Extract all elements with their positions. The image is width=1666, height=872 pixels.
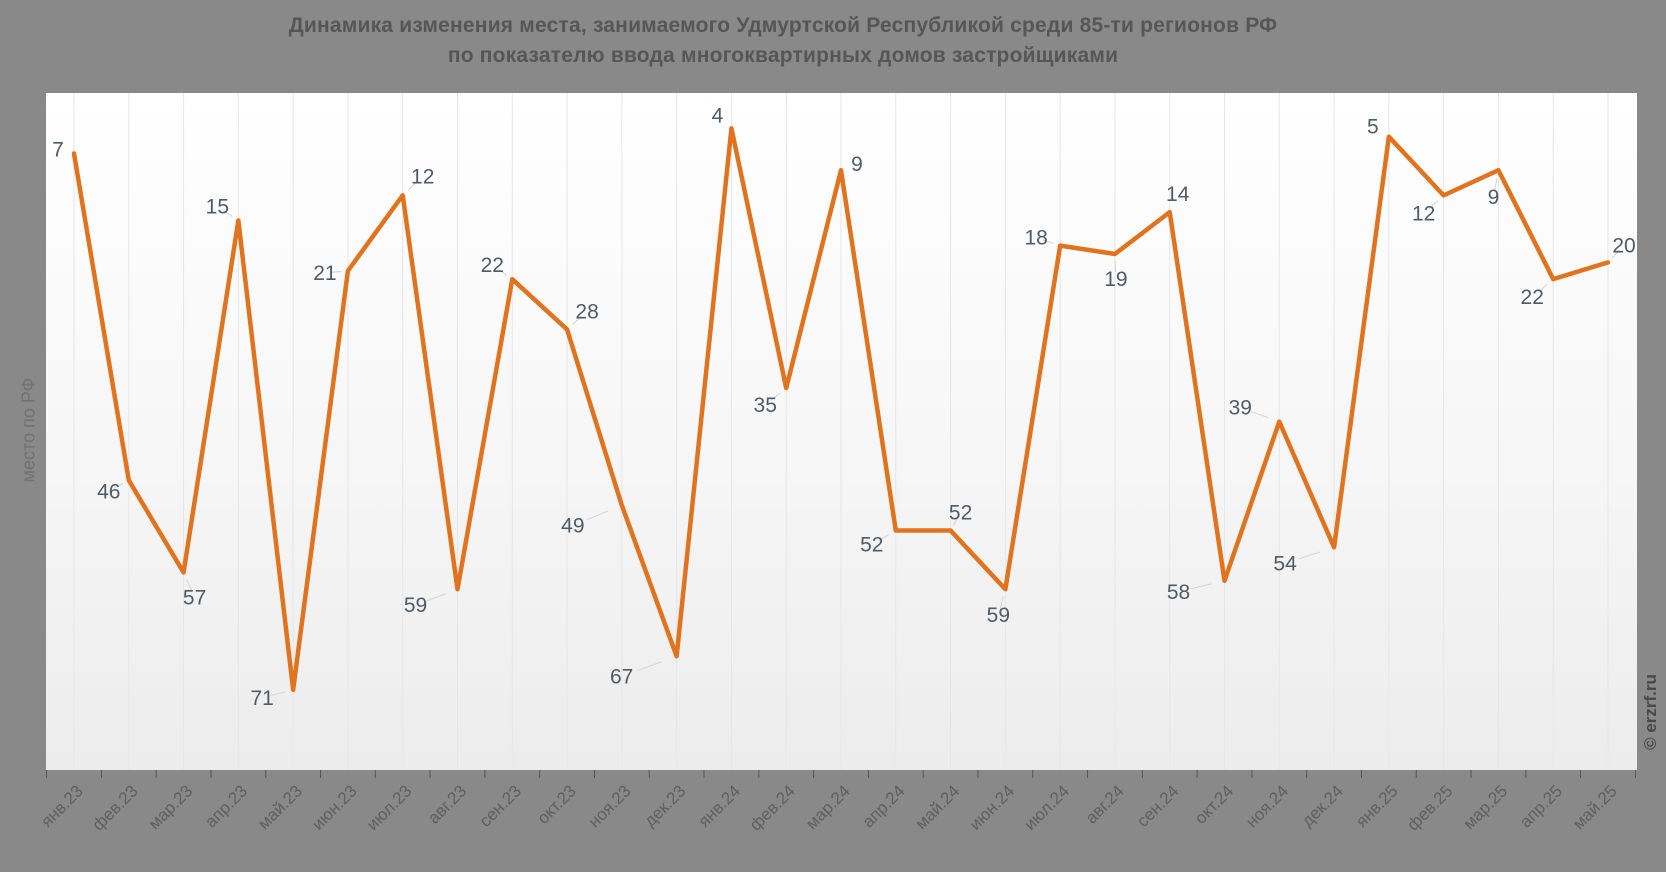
data-point-label: 57 <box>183 586 206 609</box>
x-axis-label: авг.24 <box>1082 781 1128 827</box>
x-axis-label: окт.23 <box>533 781 579 827</box>
data-point-label: 21 <box>313 262 336 285</box>
data-point-label: 71 <box>250 687 273 710</box>
gridlines <box>73 93 1609 770</box>
x-axis-label: апр.24 <box>859 781 909 831</box>
x-axis-label: окт.24 <box>1191 781 1237 827</box>
x-axis-label: фев.23 <box>89 781 142 834</box>
data-point-label: 59 <box>404 594 427 617</box>
label-leader-line <box>636 661 662 672</box>
data-point-label: 22 <box>481 254 504 277</box>
x-axis-label: янв.23 <box>37 781 87 831</box>
data-point-label: 46 <box>97 480 120 503</box>
x-axis-label: июл.23 <box>363 781 416 834</box>
plot-area <box>46 93 1637 770</box>
x-axis-label: янв.24 <box>695 781 745 831</box>
label-leader-line <box>878 534 890 542</box>
x-axis-label: июн.23 <box>308 781 361 834</box>
chart-title-line2: по показателю ввода многоквартирных домо… <box>447 44 1119 67</box>
label-leader-line <box>1298 551 1321 560</box>
x-axis-label: май.23 <box>254 781 306 833</box>
data-point-label: 9 <box>851 153 863 176</box>
data-point-label: 5 <box>1367 116 1379 139</box>
label-leader-line <box>222 210 233 217</box>
x-axis-label: дек.23 <box>640 781 689 830</box>
x-axis-label: ноя.24 <box>1242 781 1292 831</box>
label-leader-line <box>1537 283 1548 293</box>
data-point-label: 19 <box>1104 268 1127 291</box>
label-leader-line <box>770 392 781 401</box>
x-axis-label: мар.23 <box>145 781 197 833</box>
label-leader-line <box>1494 177 1498 190</box>
data-point-label: 59 <box>987 604 1010 627</box>
x-axis-labels: янв.23 фев.23 мар.23 апр.23 май.23 июн.23 июл.… <box>37 781 1621 834</box>
x-axis-label: дек.24 <box>1298 781 1347 830</box>
x-axis-label: апр.25 <box>1516 781 1566 831</box>
x-axis-label: мар.24 <box>802 781 854 833</box>
data-point-label: 35 <box>754 394 777 417</box>
data-point-label: 58 <box>1167 581 1190 604</box>
label-leader-line <box>186 579 192 591</box>
label-leader-line <box>1251 411 1269 419</box>
watermark: © erzrf.ru <box>1641 674 1660 750</box>
chart-title-line1: Динамика изменения места, занимаемого Уд… <box>288 14 1278 37</box>
data-point-label: 52 <box>860 534 883 557</box>
label-leader-line <box>1428 200 1439 209</box>
data-point-label: 22 <box>1521 286 1544 309</box>
label-leaders <box>114 177 1620 697</box>
x-axis-label: май.24 <box>912 781 964 833</box>
data-point-label: 18 <box>1024 227 1047 250</box>
label-leader-line <box>427 593 446 602</box>
x-axis-label: май.25 <box>1569 781 1621 833</box>
label-leader-line <box>1191 583 1212 590</box>
data-labels: 7465715712112592228496743595252591819145… <box>52 104 1636 709</box>
y-axis-title: место по РФ <box>18 377 39 483</box>
data-point-label: 15 <box>206 196 229 219</box>
data-point-label: 28 <box>575 300 598 323</box>
data-point-label: 39 <box>1229 397 1252 420</box>
data-point-label: 14 <box>1166 183 1190 206</box>
data-point-label: 12 <box>1412 202 1435 225</box>
x-axis-label: авг.23 <box>424 781 470 827</box>
label-leader-line <box>331 270 342 273</box>
data-point-label: 52 <box>949 502 972 525</box>
label-leader-line <box>270 691 285 697</box>
label-leader-line <box>999 596 1004 609</box>
label-leader-line <box>407 181 418 191</box>
label-leader-line <box>586 510 609 521</box>
data-point-label: 9 <box>1488 186 1500 209</box>
series-line <box>71 126 1611 693</box>
data-point-label: 20 <box>1612 234 1635 257</box>
x-axis-label: ноя.23 <box>585 781 635 831</box>
x-axis-label: сен.23 <box>476 781 525 830</box>
label-leader-line <box>952 517 959 526</box>
data-point-label: 4 <box>712 104 724 127</box>
x-axis-label: апр.23 <box>201 781 251 831</box>
data-point-label: 54 <box>1273 552 1297 575</box>
line-chart: 7465715712112592228496743595252591819145… <box>37 93 1636 835</box>
x-axis-label: янв.25 <box>1352 781 1402 831</box>
data-point-label: 12 <box>411 165 434 188</box>
x-axis-label: сен.24 <box>1133 781 1182 830</box>
label-leader-line <box>572 316 582 325</box>
data-point-label: 7 <box>52 138 64 161</box>
data-point-label: 67 <box>610 665 633 688</box>
x-axis-label: июл.24 <box>1020 781 1073 834</box>
label-leader-line <box>497 268 507 276</box>
x-axis-label: июн.24 <box>966 781 1019 834</box>
x-axis-label: фев.25 <box>1403 781 1456 834</box>
x-axis-ticks <box>46 770 1636 778</box>
label-leader-line <box>114 482 124 489</box>
x-axis-label: фев.24 <box>746 781 799 834</box>
data-point-label: 49 <box>561 514 584 537</box>
label-leader-line <box>1612 249 1620 258</box>
chart-title: Динамика изменения места, занимаемого Уд… <box>0 11 1566 71</box>
label-leader-line <box>1042 239 1054 244</box>
x-axis-label: мар.25 <box>1459 781 1511 833</box>
